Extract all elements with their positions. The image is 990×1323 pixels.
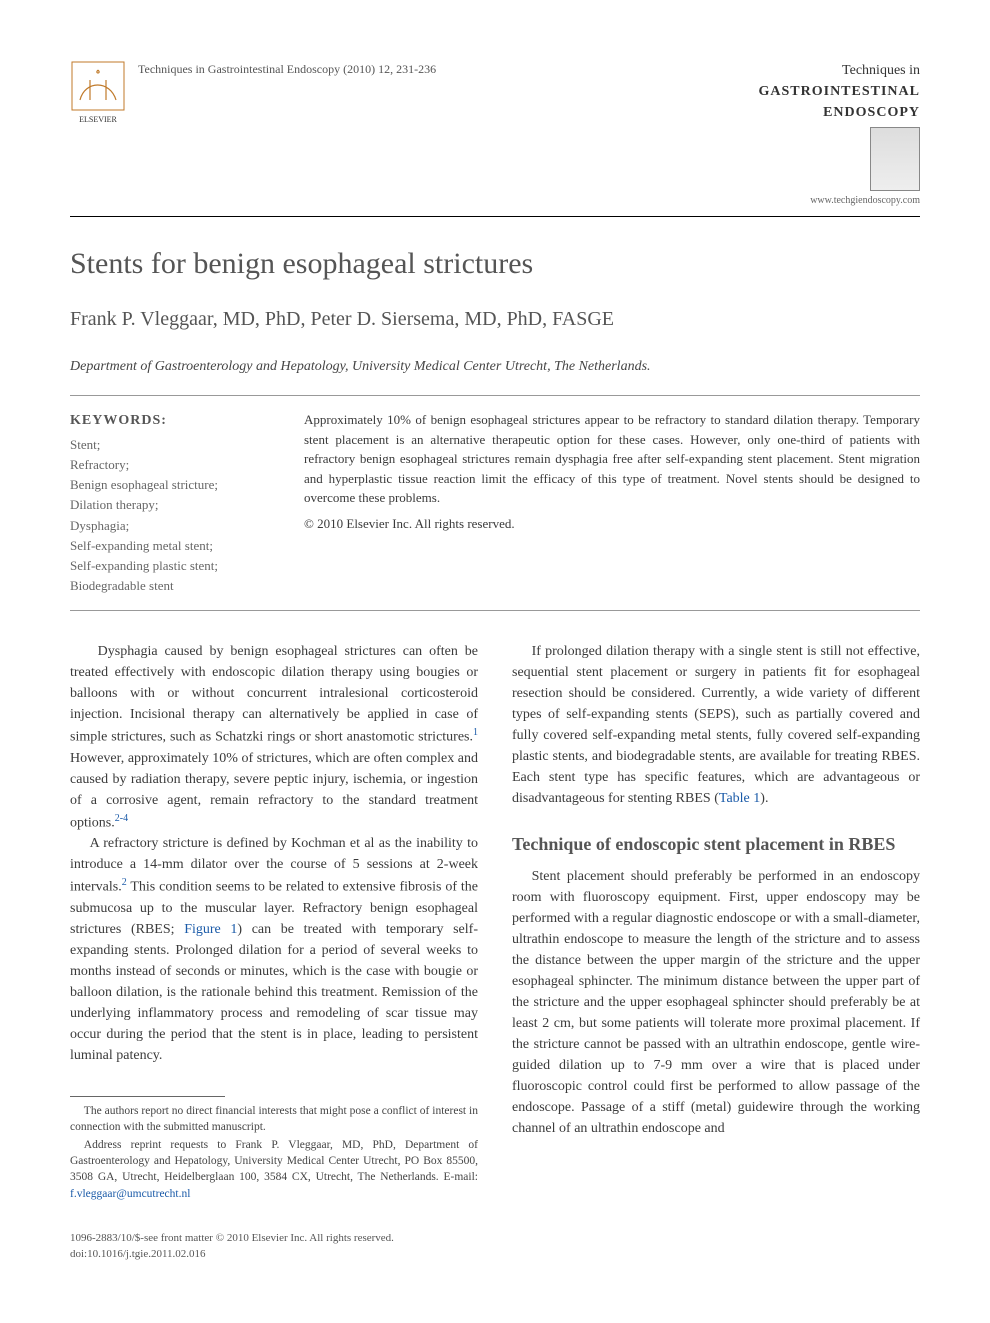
footnotes: The authors report no direct financial i… [70,1103,478,1202]
keywords-heading: KEYWORDS: [70,410,270,431]
abstract-text: Approximately 10% of benign esophageal s… [304,412,920,505]
body-text: Dysphagia caused by benign esophageal st… [70,644,478,745]
abstract-copyright: © 2010 Elsevier Inc. All rights reserved… [304,514,920,534]
affiliation: Department of Gastroenterology and Hepat… [70,356,920,377]
journal-cover-thumb [870,127,920,191]
footnote-rule [70,1096,225,1097]
body-paragraph: If prolonged dilation therapy with a sin… [512,641,920,809]
keyword-item: Dilation therapy; [70,495,270,515]
elsevier-logo: ELSEVIER [70,60,126,124]
bottom-metadata: 1096-2883/10/$-see front matter © 2010 E… [70,1230,920,1263]
article-body: Dysphagia caused by benign esophageal st… [70,641,920,1204]
body-text: If prolonged dilation therapy with a sin… [512,644,920,806]
publisher-name: ELSEVIER [79,115,117,124]
body-paragraph: Stent placement should preferably be per… [512,866,920,1139]
keywords-list: Stent; Refractory; Benign esophageal str… [70,435,270,596]
figure-ref[interactable]: Figure 1 [184,922,237,937]
journal-box: Techniques in GASTROINTESTINAL ENDOSCOPY… [759,60,921,208]
body-text: ) can be treated with temporary self-exp… [70,922,478,1063]
abstract-top-rule [70,395,920,396]
keywords-column: KEYWORDS: Stent; Refractory; Benign esop… [70,410,270,596]
header-left: ELSEVIER Techniques in Gastrointestinal … [70,60,436,124]
journal-url: www.techgiendoscopy.com [759,193,921,208]
footnote: Address reprint requests to Frank P. Vle… [70,1137,478,1201]
header-rule [70,216,920,217]
citation-ref[interactable]: 2-4 [115,813,128,824]
authors: Frank P. Vleggaar, MD, PhD, Peter D. Sie… [70,304,920,334]
front-matter-line: 1096-2883/10/$-see front matter © 2010 E… [70,1230,920,1247]
keyword-item: Biodegradable stent [70,576,270,596]
citation: Techniques in Gastrointestinal Endoscopy… [138,60,436,78]
email-link[interactable]: f.vleggaar@umcutrecht.nl [70,1188,190,1200]
citation-ref[interactable]: 1 [473,727,478,738]
journal-title-line1: Techniques in [759,60,921,81]
body-text: However, approximately 10% of strictures… [70,751,478,831]
body-paragraph: Dysphagia caused by benign esophageal st… [70,641,478,833]
footnote-text: Address reprint requests to Frank P. Vle… [70,1139,478,1183]
keyword-item: Self-expanding plastic stent; [70,556,270,576]
abstract-block: KEYWORDS: Stent; Refractory; Benign esop… [70,410,920,596]
journal-title-line2: GASTROINTESTINAL [759,81,921,102]
keyword-item: Dysphagia; [70,516,270,536]
abstract-bottom-rule [70,610,920,611]
keyword-item: Self-expanding metal stent; [70,536,270,556]
footnote: The authors report no direct financial i… [70,1103,478,1135]
body-paragraph: A refractory stricture is defined by Koc… [70,833,478,1066]
keyword-item: Stent; [70,435,270,455]
page-header: ELSEVIER Techniques in Gastrointestinal … [70,60,920,208]
article-title: Stents for benign esophageal strictures [70,241,920,286]
body-text: ). [760,791,768,806]
keyword-item: Benign esophageal stricture; [70,475,270,495]
keyword-item: Refractory; [70,455,270,475]
journal-title-line3: ENDOSCOPY [759,102,921,123]
doi-line: doi:10.1016/j.tgie.2011.02.016 [70,1246,920,1263]
section-heading: Technique of endoscopic stent placement … [512,831,920,858]
table-ref[interactable]: Table 1 [719,791,760,806]
abstract-text-column: Approximately 10% of benign esophageal s… [304,410,920,596]
